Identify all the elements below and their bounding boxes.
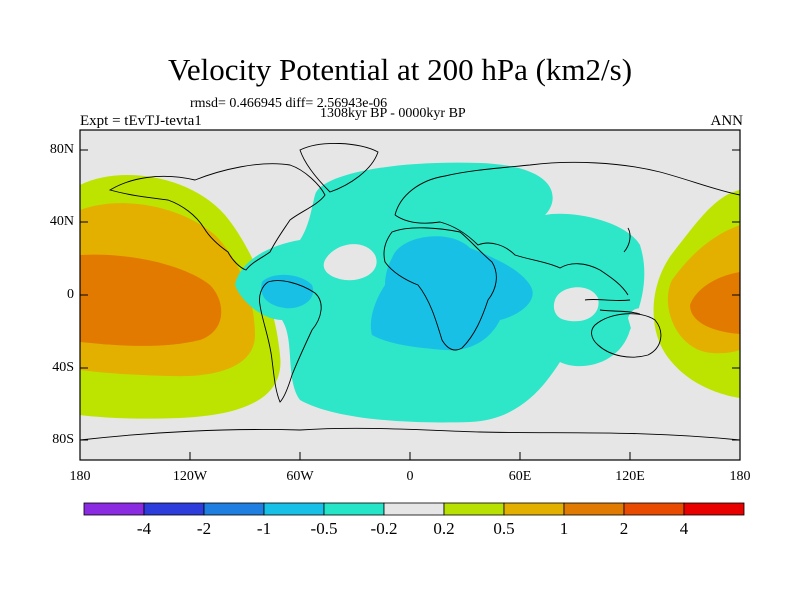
- south-america-negative-region: [261, 274, 314, 309]
- colorbar-box: [383, 502, 445, 516]
- colorbar-label: -0.2: [370, 519, 398, 538]
- coastlines: [80, 143, 740, 441]
- colorbar-label: -0.5: [310, 519, 338, 538]
- experiment-label: Expt = tEvTJ-tevta1: [80, 113, 202, 129]
- lon-label-120e: 120E: [615, 469, 645, 484]
- lon-label-120w: 120W: [172, 469, 208, 484]
- map-field: [80, 130, 740, 460]
- colorbar-label: -2: [196, 519, 212, 538]
- south-america-coast: [259, 280, 322, 403]
- lat-ticks: [80, 149, 740, 441]
- pacific-strong-positive-region: [80, 254, 222, 346]
- africa-negative-region: [370, 236, 533, 351]
- period-subtitle: 1308kyr BP - 0000kyr BP: [320, 106, 466, 121]
- season-label: ANN: [710, 113, 744, 129]
- colorbar-box: [563, 502, 625, 516]
- lon-label-180e: 180: [729, 469, 751, 484]
- colorbar-box: [623, 502, 685, 516]
- plot-title: Velocity Potential at 200 hPa (km2/s): [167, 52, 633, 87]
- colorbar-box: [323, 502, 385, 516]
- indian-neutral-hole: [553, 287, 599, 322]
- atlantic-neutral-hole: [323, 244, 377, 281]
- colorbar-box: [443, 502, 505, 516]
- colorbar-box: [683, 502, 745, 516]
- colorbar-label: -1: [256, 519, 272, 538]
- africa-coast: [383, 227, 497, 351]
- lat-label-40s: 40S: [52, 360, 74, 375]
- colorbar-box: [503, 502, 565, 516]
- colorbar-label: 4: [679, 519, 689, 538]
- antarctica-coast: [80, 427, 740, 441]
- lon-label-180w: 180: [69, 469, 91, 484]
- lat-label-80n: 80N: [49, 142, 74, 157]
- colorbar-box: [203, 502, 265, 516]
- colorbar-box: [263, 502, 325, 516]
- lon-label-60e: 60E: [508, 469, 532, 484]
- lat-label-40n: 40N: [49, 214, 74, 229]
- japan-coast: [623, 227, 631, 253]
- colorbar-box: [143, 502, 205, 516]
- colorbar-label: 0.5: [493, 519, 515, 538]
- colorbar-box: [83, 502, 145, 516]
- indonesia-coast: [584, 298, 641, 315]
- lat-label-0: 0: [67, 287, 74, 302]
- australia-coast: [591, 313, 662, 358]
- lon-label-60w: 60W: [286, 469, 314, 484]
- north-america-coast: [108, 163, 326, 271]
- colorbar-label: 0.2: [433, 519, 455, 538]
- pacific-neutral-hole: [628, 308, 650, 334]
- colorbar: [83, 502, 745, 516]
- greenland-coast: [299, 143, 379, 193]
- colorbar-label: 2: [619, 519, 629, 538]
- colorbar-label: 1: [559, 519, 569, 538]
- lat-label-80s: 80S: [52, 432, 74, 447]
- lon-label-0: 0: [406, 469, 414, 484]
- eurasia-coast: [394, 161, 740, 296]
- colorbar-label: -4: [136, 519, 152, 538]
- east-strong-positive-region: [690, 272, 740, 334]
- rmsd-subtitle: rmsd= 0.466945 diff= 2.56943e-06: [190, 96, 388, 111]
- lon-ticks: [79, 452, 741, 460]
